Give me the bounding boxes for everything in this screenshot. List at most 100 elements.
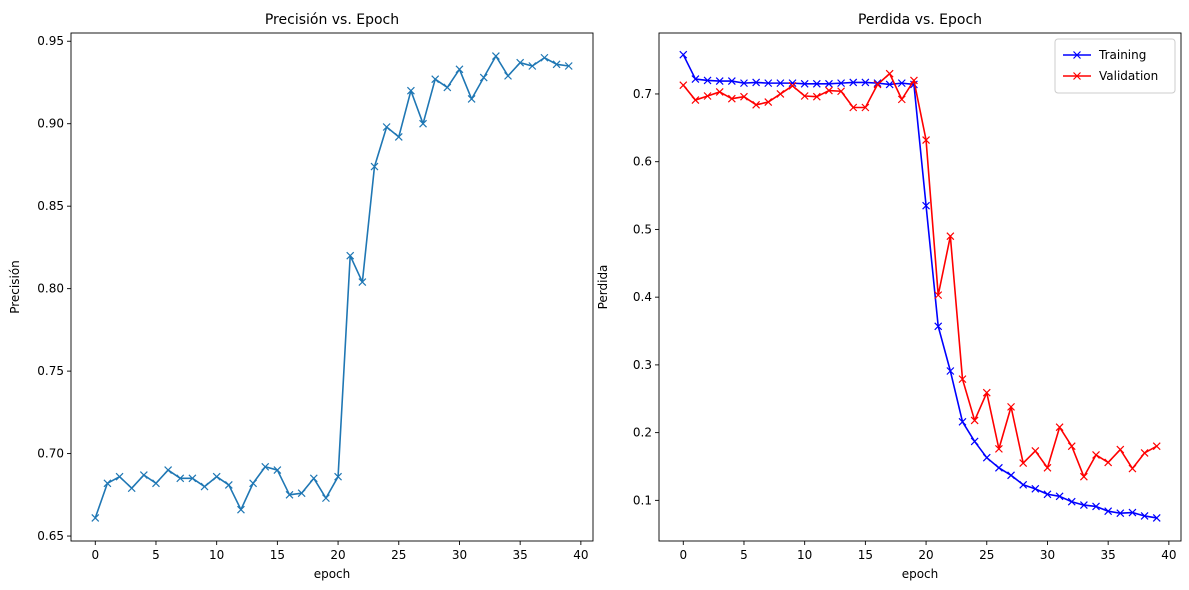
data-point [1067, 442, 1076, 451]
y-tick-label: 0.4 [633, 290, 652, 304]
data-point [715, 77, 724, 86]
series-line-1-1 [682, 72, 1158, 478]
x-tick-label: 30 [452, 548, 467, 562]
data-point [897, 95, 906, 104]
data-point [837, 79, 846, 88]
data-point [727, 94, 736, 103]
y-tick-label: 0.7 [633, 87, 652, 101]
data-point [394, 132, 403, 141]
series-line-0-0 [94, 55, 569, 519]
data-point [1043, 463, 1052, 472]
data-point [1116, 509, 1125, 518]
series-line-1-0 [682, 54, 1157, 519]
legend-marker [1073, 72, 1081, 80]
data-point [752, 100, 761, 109]
data-point [455, 65, 464, 74]
data-point [115, 472, 124, 481]
data-point [861, 103, 870, 112]
data-point [1152, 514, 1161, 522]
data-point [1019, 480, 1028, 489]
data-point [934, 322, 943, 331]
data-point [861, 78, 870, 87]
data-point [188, 474, 197, 483]
data-point [1031, 484, 1040, 493]
data-point [1128, 464, 1137, 473]
data-point [552, 60, 561, 69]
data-point [691, 96, 700, 104]
data-point [994, 463, 1003, 472]
data-point [419, 119, 427, 128]
data-point [431, 75, 440, 84]
data-point [334, 472, 342, 481]
data-point [127, 484, 136, 493]
chart-precision: 0 5 10 15 20 25 30 35 40 0.65 0.70 0.75 0.80 0.85 0.90… [8, 12, 594, 581]
data-point [885, 69, 894, 78]
legend-label: Training [1098, 48, 1146, 62]
data-point [273, 466, 282, 475]
x-axis-label: epoch [902, 567, 939, 581]
data-point [1092, 451, 1100, 459]
data-point [764, 98, 773, 107]
x-tick-label: 10 [209, 548, 224, 562]
data-point [946, 232, 955, 241]
data-point [1104, 458, 1113, 467]
y-tick-label: 0.1 [633, 493, 652, 507]
data-point [1019, 459, 1028, 468]
data-point [1055, 492, 1064, 501]
data-point [849, 103, 858, 112]
data-point [715, 88, 724, 96]
data-point [873, 80, 882, 89]
data-point [703, 92, 712, 100]
data-point [1031, 446, 1040, 455]
data-point [176, 474, 185, 483]
chart-title: Precisión vs. Epoch [265, 12, 399, 28]
x-tick-label: 35 [1101, 548, 1116, 562]
plot-frame [658, 32, 1182, 542]
data-point [406, 86, 415, 95]
data-point [922, 136, 930, 144]
data-point [346, 251, 355, 260]
data-point [776, 79, 785, 88]
data-point [800, 92, 809, 100]
x-tick-label: 5 [740, 548, 748, 562]
data-point [910, 76, 918, 85]
data-point [297, 489, 306, 498]
data-point [740, 79, 748, 88]
data-point [285, 490, 294, 499]
data-point [358, 278, 367, 286]
data-point [564, 62, 573, 70]
data-point [1079, 501, 1088, 510]
data-point [528, 62, 537, 70]
data-point [764, 79, 773, 88]
data-point [491, 52, 500, 61]
data-point [788, 79, 797, 88]
data-point [727, 77, 736, 86]
data-point [1092, 502, 1100, 511]
data-point [1128, 508, 1137, 517]
data-point [970, 416, 979, 425]
y-tick-label: 0.85 [37, 199, 64, 213]
data-point [504, 71, 512, 80]
data-point [103, 479, 112, 488]
x-tick-label: 0 [91, 548, 99, 562]
data-point [994, 444, 1003, 453]
data-point [970, 437, 979, 446]
chart-title: Perdida vs. Epoch [858, 12, 982, 28]
data-point [1152, 442, 1161, 451]
y-tick-label: 0.3 [633, 358, 652, 372]
data-point [897, 79, 906, 88]
data-point [382, 123, 391, 131]
legend-marker [1073, 51, 1081, 59]
data-point [200, 482, 209, 491]
data-point [1067, 497, 1076, 506]
x-tick-label: 10 [797, 548, 812, 562]
x-tick-label: 35 [513, 548, 528, 562]
data-point [1104, 507, 1113, 516]
data-point [679, 81, 688, 90]
data-point [1007, 402, 1015, 411]
plot-frame [70, 32, 594, 542]
data-point [1140, 449, 1149, 457]
y-axis-label: Precisión [8, 260, 22, 314]
data-point [812, 92, 821, 101]
